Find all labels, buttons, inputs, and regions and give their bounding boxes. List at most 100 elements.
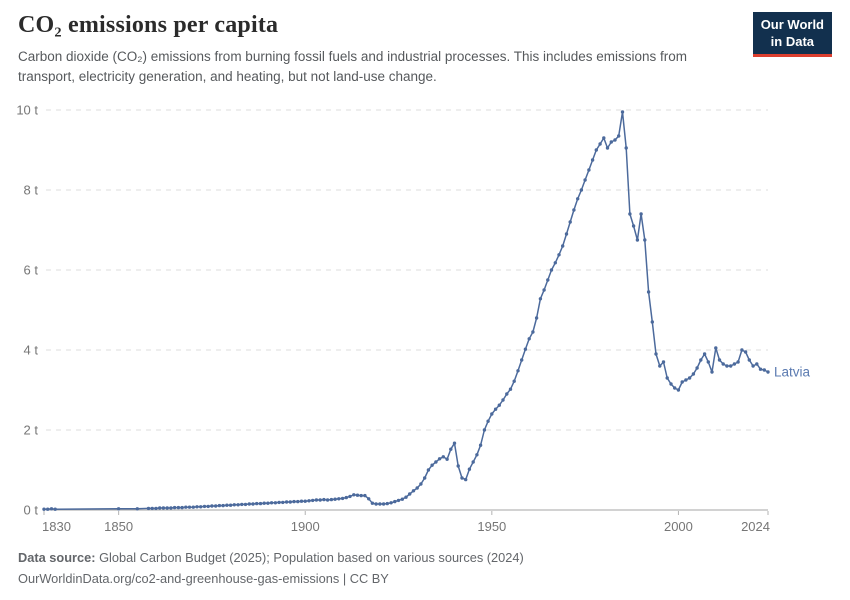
data-point[interactable]	[691, 372, 696, 376]
data-point[interactable]	[158, 506, 162, 510]
data-point[interactable]	[766, 370, 770, 374]
data-point[interactable]	[452, 441, 457, 445]
data-point[interactable]	[199, 505, 203, 509]
data-point[interactable]	[643, 238, 647, 242]
data-point[interactable]	[747, 358, 751, 362]
data-point[interactable]	[348, 494, 352, 499]
data-point[interactable]	[381, 502, 386, 506]
data-point[interactable]	[273, 501, 278, 505]
data-point[interactable]	[467, 467, 472, 471]
data-point[interactable]	[314, 498, 319, 502]
data-point[interactable]	[318, 498, 322, 502]
data-point[interactable]	[725, 364, 729, 368]
data-point[interactable]	[307, 499, 311, 503]
data-point[interactable]	[673, 386, 677, 390]
data-point[interactable]	[49, 507, 54, 511]
data-point[interactable]	[333, 497, 337, 501]
data-point[interactable]	[520, 358, 524, 362]
data-point[interactable]	[344, 495, 348, 500]
data-point[interactable]	[449, 447, 453, 451]
data-point[interactable]	[184, 505, 188, 509]
data-point[interactable]	[695, 366, 699, 370]
data-point[interactable]	[288, 500, 292, 504]
data-point[interactable]	[355, 493, 360, 497]
data-point[interactable]	[721, 362, 725, 366]
data-point[interactable]	[639, 212, 643, 216]
data-point[interactable]	[232, 503, 236, 507]
data-point[interactable]	[292, 499, 296, 504]
data-point[interactable]	[516, 369, 520, 373]
data-point[interactable]	[531, 330, 535, 334]
data-point[interactable]	[180, 505, 184, 510]
data-point[interactable]	[165, 506, 169, 510]
data-point[interactable]	[266, 501, 270, 505]
data-point[interactable]	[702, 352, 707, 356]
data-point[interactable]	[325, 498, 330, 502]
data-point[interactable]	[411, 489, 416, 493]
data-point[interactable]	[684, 378, 688, 382]
data-point[interactable]	[665, 376, 669, 380]
data-point[interactable]	[650, 320, 654, 324]
data-point[interactable]	[617, 134, 621, 138]
data-point[interactable]	[594, 148, 598, 152]
data-point[interactable]	[549, 268, 554, 272]
data-point[interactable]	[258, 501, 263, 506]
data-point[interactable]	[214, 504, 218, 508]
data-point[interactable]	[363, 493, 367, 498]
data-point[interactable]	[497, 403, 501, 407]
data-point[interactable]	[493, 407, 498, 411]
data-point[interactable]	[370, 501, 375, 505]
data-point[interactable]	[687, 376, 692, 380]
data-point[interactable]	[340, 496, 345, 501]
data-point[interactable]	[635, 238, 640, 242]
data-point[interactable]	[217, 503, 222, 508]
data-point[interactable]	[281, 500, 285, 505]
data-point[interactable]	[654, 352, 658, 356]
data-point[interactable]	[620, 110, 625, 114]
data-point[interactable]	[299, 499, 304, 503]
data-point[interactable]	[221, 503, 225, 508]
data-point[interactable]	[311, 498, 315, 503]
data-point[interactable]	[646, 290, 651, 294]
data-point[interactable]	[329, 497, 334, 502]
data-point[interactable]	[154, 506, 158, 511]
data-point[interactable]	[176, 505, 181, 510]
data-point[interactable]	[471, 460, 475, 464]
data-point[interactable]	[269, 501, 274, 505]
data-point[interactable]	[475, 453, 479, 457]
data-point[interactable]	[478, 443, 483, 447]
data-point[interactable]	[303, 499, 307, 503]
data-point[interactable]	[553, 261, 557, 265]
data-point[interactable]	[740, 348, 744, 352]
data-point[interactable]	[367, 497, 371, 501]
data-point[interactable]	[337, 497, 341, 501]
data-point[interactable]	[628, 212, 632, 216]
chart-line[interactable]	[43, 111, 769, 510]
data-point[interactable]	[732, 362, 737, 366]
data-point[interactable]	[445, 457, 449, 461]
data-point[interactable]	[322, 497, 326, 502]
data-point[interactable]	[523, 347, 528, 351]
data-point[interactable]	[527, 337, 531, 341]
citation-url-line[interactable]: OurWorldinData.org/co2-and-greenhouse-ga…	[18, 571, 389, 587]
data-point[interactable]	[762, 368, 766, 372]
data-point[interactable]	[240, 502, 244, 507]
data-point[interactable]	[572, 208, 576, 212]
owid-logo[interactable]: Our World in Data	[752, 12, 832, 57]
data-point[interactable]	[195, 505, 199, 509]
data-point[interactable]	[255, 501, 259, 506]
data-point[interactable]	[359, 493, 363, 498]
data-point[interactable]	[598, 142, 602, 146]
data-point[interactable]	[710, 370, 714, 374]
data-point[interactable]	[277, 500, 281, 505]
data-point[interactable]	[243, 502, 248, 507]
data-point[interactable]	[415, 486, 419, 490]
data-point[interactable]	[486, 419, 490, 423]
data-point[interactable]	[538, 297, 543, 301]
data-point[interactable]	[396, 498, 401, 503]
data-point[interactable]	[751, 364, 755, 368]
data-point[interactable]	[262, 501, 266, 505]
data-point[interactable]	[146, 506, 151, 511]
data-point[interactable]	[42, 507, 46, 511]
